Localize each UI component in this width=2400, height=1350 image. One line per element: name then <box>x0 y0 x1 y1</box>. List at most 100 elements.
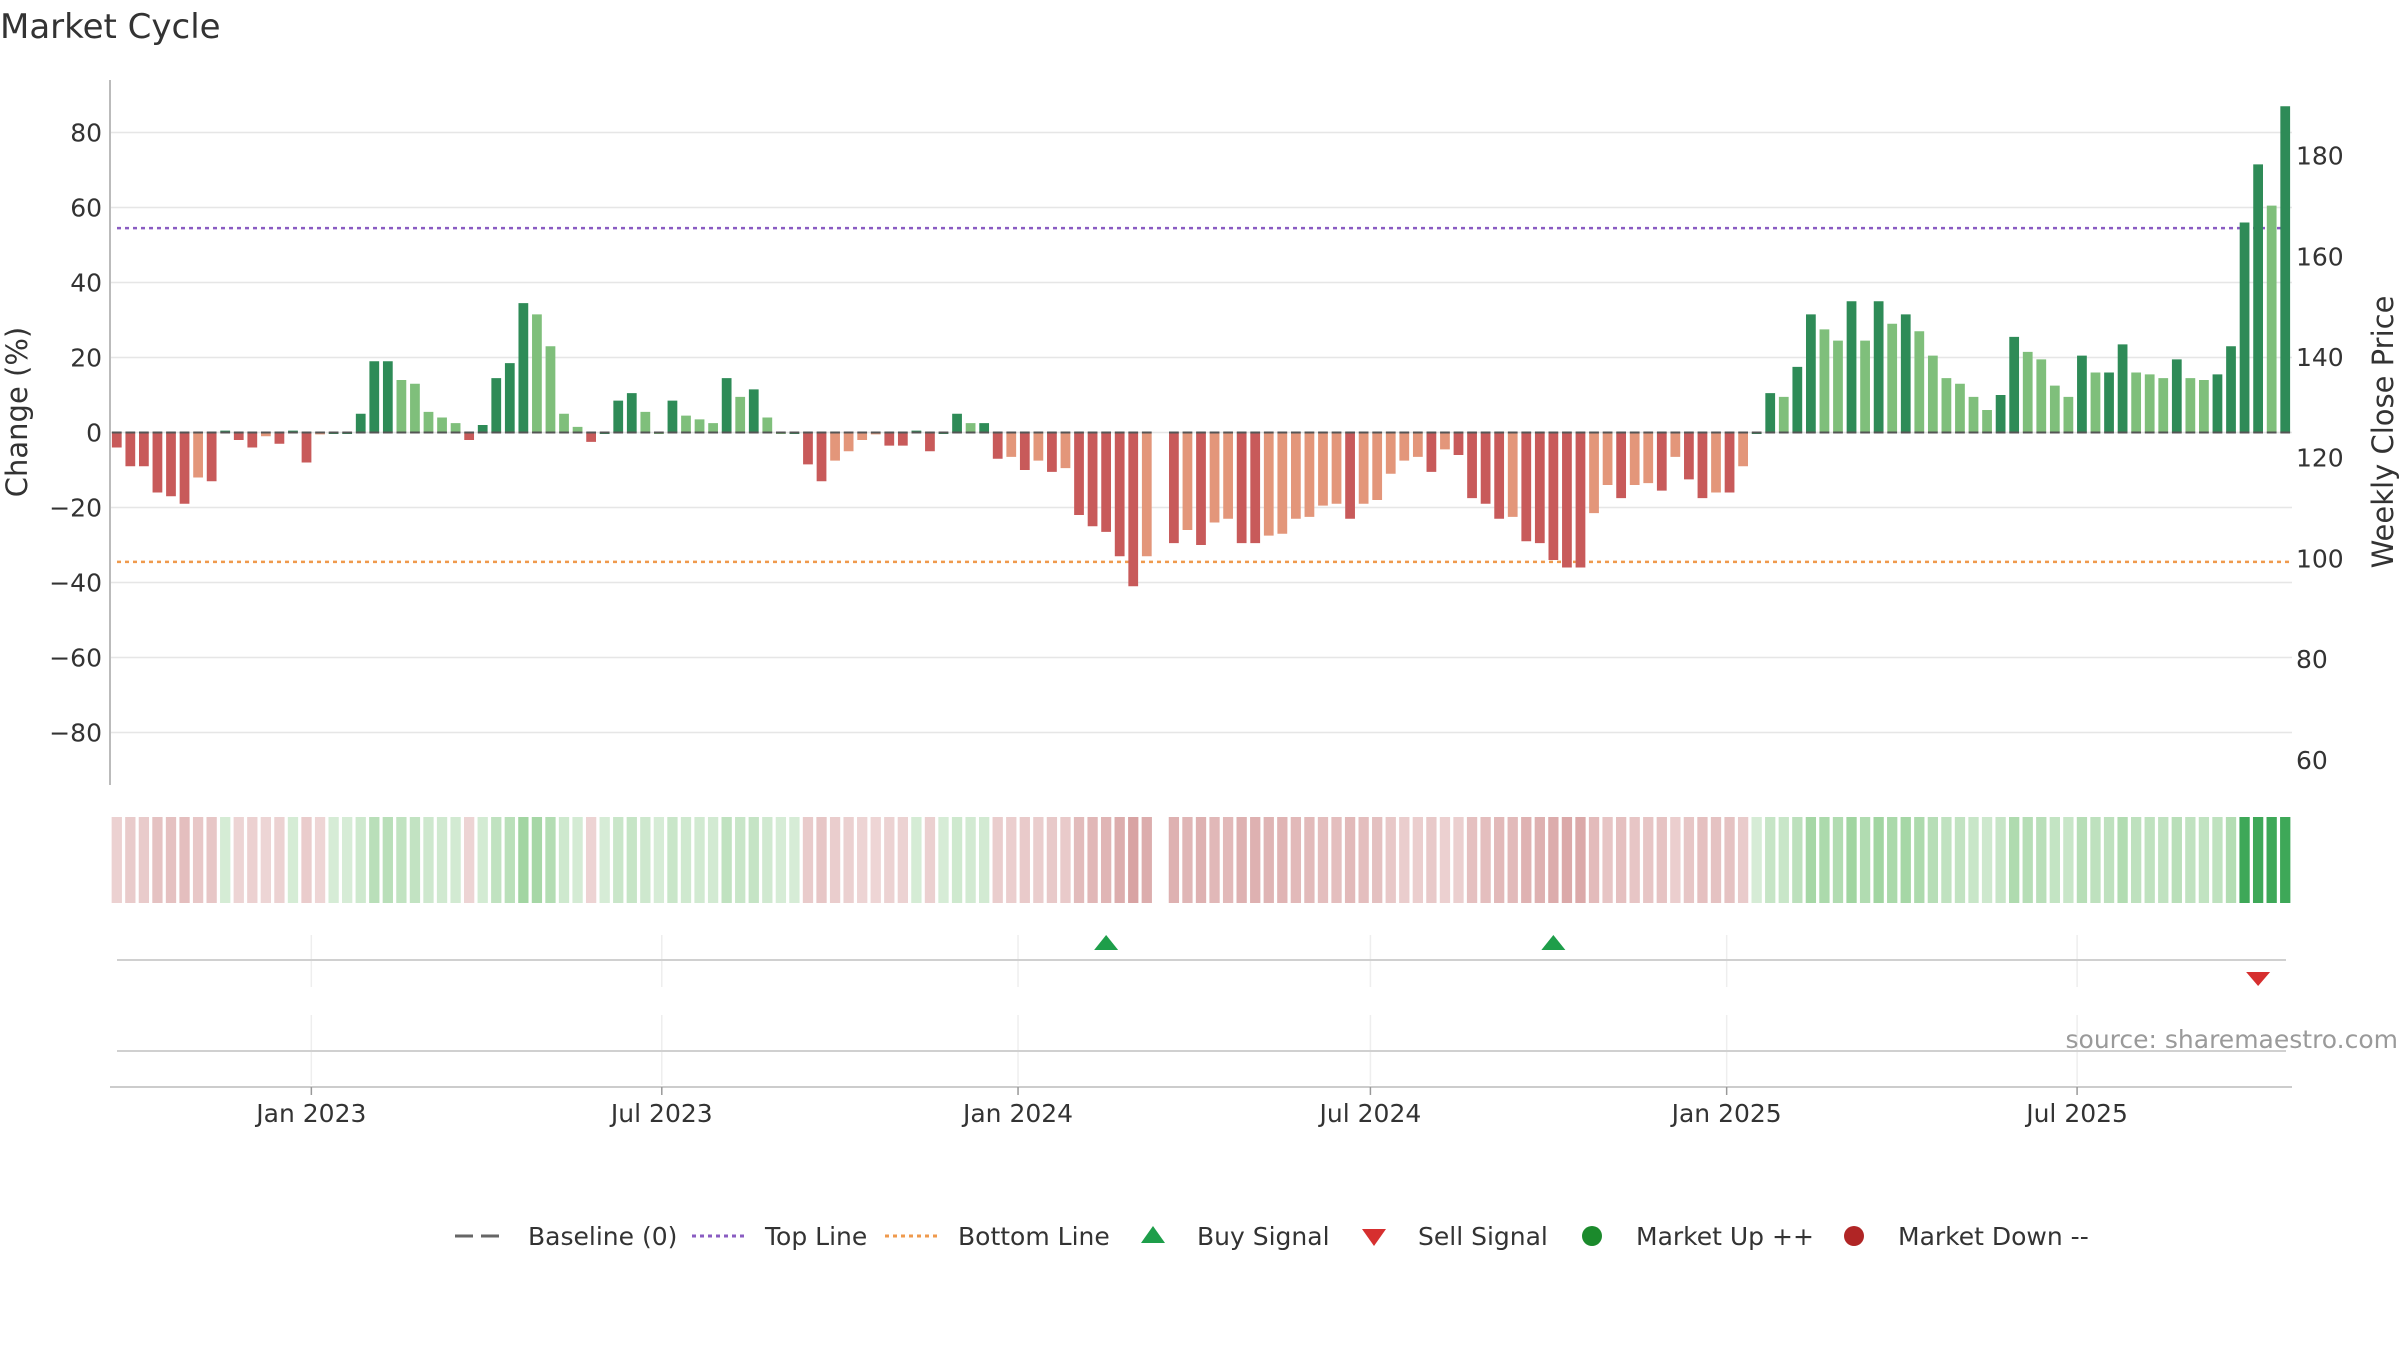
regime-cell <box>613 817 624 903</box>
change-bar <box>1589 432 1599 514</box>
regime-cell <box>450 817 461 903</box>
regime-cell <box>518 817 529 903</box>
legend-swatch <box>1362 1229 1386 1246</box>
regime-cell <box>2076 817 2088 903</box>
regime-cell <box>463 817 475 903</box>
change-bar <box>382 361 393 433</box>
regime-cell <box>2009 817 2020 903</box>
regime-cell <box>1548 817 1559 903</box>
regime-cell <box>707 817 719 903</box>
regime-strip <box>111 817 2291 903</box>
regime-cell <box>2144 817 2155 903</box>
legend-label: Top Line <box>764 1222 867 1251</box>
change-bar <box>1534 432 1545 544</box>
regime-cell <box>1385 817 1396 903</box>
regime-cell <box>1128 817 1139 903</box>
change-bar <box>1318 432 1328 506</box>
regime-cell <box>680 817 692 903</box>
change-bar <box>2117 344 2128 433</box>
regime-cell <box>965 817 976 903</box>
change-bar <box>1602 432 1613 485</box>
change-bar <box>2144 374 2155 433</box>
regime-cell <box>314 817 326 903</box>
change-bar <box>2280 106 2291 433</box>
change-bar <box>586 432 597 442</box>
legend-label: Baseline (0) <box>528 1222 677 1251</box>
regime-cell <box>287 817 299 903</box>
change-bar <box>1128 432 1139 587</box>
change-bar <box>1887 323 1898 433</box>
legend-label: Bottom Line <box>958 1222 1110 1251</box>
regime-cell <box>2022 817 2033 903</box>
change-bar <box>897 432 908 446</box>
change-bar <box>166 432 176 497</box>
change-bar <box>559 413 569 433</box>
regime-cell <box>897 817 908 903</box>
regime-cell <box>924 817 936 903</box>
change-bar <box>572 426 583 433</box>
change-bar <box>1927 355 1938 433</box>
change-bar <box>545 346 556 433</box>
change-bar <box>247 432 258 448</box>
change-bar <box>1995 395 2006 433</box>
change-bar <box>1656 432 1667 491</box>
change-bar <box>1805 314 1816 433</box>
regime-cell <box>599 817 610 903</box>
regime-cell <box>789 817 800 903</box>
regime-cell <box>558 817 570 903</box>
change-bar <box>2077 355 2087 433</box>
regime-cell <box>1114 817 1125 903</box>
regime-cell <box>2049 817 2060 903</box>
change-bar <box>708 423 718 433</box>
regime-cell <box>247 817 258 903</box>
legend-label: Market Down -- <box>1898 1222 2089 1251</box>
change-bar <box>1670 432 1681 457</box>
regime-cell <box>626 817 637 903</box>
change-bar <box>423 411 434 433</box>
regime-cell <box>1887 817 1898 903</box>
regime-cell <box>491 817 502 903</box>
change-bar <box>1114 432 1125 557</box>
change-bar <box>1372 432 1383 500</box>
change-bar <box>1738 432 1748 467</box>
regime-cell <box>585 817 597 903</box>
change-bar <box>857 432 868 440</box>
regime-cell <box>1222 817 1234 903</box>
y-tick-label: −60 <box>49 644 102 673</box>
change-bar <box>1169 432 1179 544</box>
regime-cell <box>1588 817 1600 903</box>
regime-cell <box>1643 817 1654 903</box>
regime-cell <box>1941 817 1952 903</box>
change-bar <box>1778 396 1789 433</box>
change-bar <box>1331 432 1342 504</box>
regime-cell <box>816 817 827 903</box>
change-bar <box>1616 432 1627 499</box>
regime-cell <box>1981 817 1993 903</box>
regime-cell <box>1507 817 1518 903</box>
change-bar <box>125 432 136 467</box>
regime-cell <box>694 817 705 903</box>
change-bar <box>206 432 217 482</box>
change-bar <box>491 378 502 433</box>
change-bar <box>2212 374 2223 433</box>
regime-cell <box>735 817 746 903</box>
regime-cell <box>1019 817 1030 903</box>
y2-tick-label: 60 <box>2296 746 2328 775</box>
change-bar <box>721 378 732 433</box>
regime-cell <box>382 817 393 903</box>
change-bar <box>816 432 827 482</box>
buy-signal-marker <box>1094 935 1119 950</box>
legend-label: Market Up ++ <box>1636 1222 1814 1251</box>
regime-cell <box>1304 817 1315 903</box>
change-bar <box>1385 432 1396 474</box>
regime-cell <box>884 817 895 903</box>
regime-cell <box>369 817 380 903</box>
change-bar <box>1819 329 1830 433</box>
change-bar <box>2131 372 2142 433</box>
change-bar <box>1290 432 1301 519</box>
legend-item: Buy Signal <box>1141 1222 1330 1251</box>
regime-cell <box>1006 817 1017 903</box>
regime-cell <box>1426 817 1437 903</box>
change-bar <box>1101 432 1112 532</box>
regime-cell <box>531 817 543 903</box>
